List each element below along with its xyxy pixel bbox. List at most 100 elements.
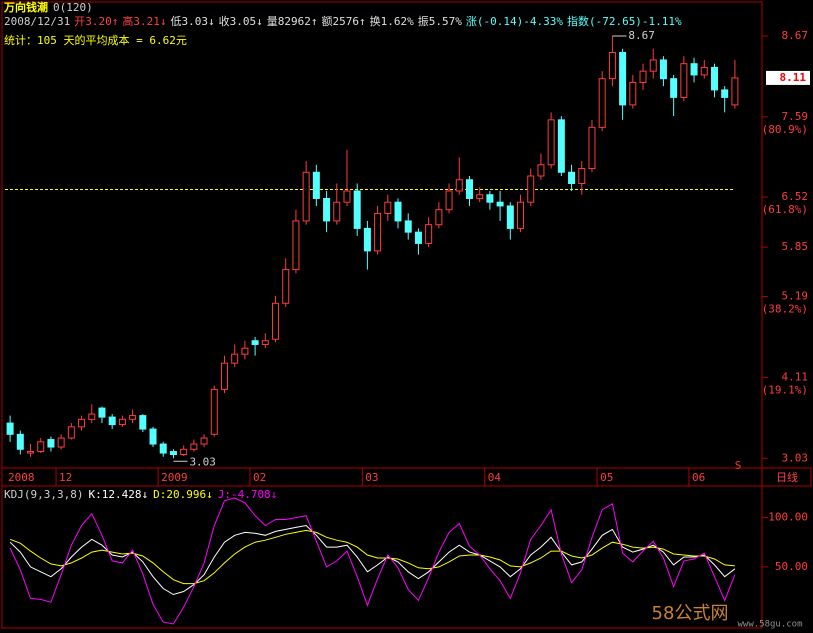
y-tick-label: 3.03 <box>782 451 809 464</box>
candle-body <box>292 220 300 271</box>
price-frame <box>1 1 763 469</box>
fib-label: (38.2%) <box>762 303 808 316</box>
kdj-title: KDJ(9,3,3,8) <box>4 488 84 501</box>
candle-body <box>272 302 280 340</box>
candle-body <box>731 77 739 106</box>
candle-body <box>414 231 422 244</box>
legend-entry: K:12.428↓ <box>88 488 149 501</box>
stock-name: 万向钱潮 <box>4 1 48 14</box>
quote-row: 2008/12/31 开3.20↑ 高3.21↓ 低3.03↓ 收3.05↓ 量82962… <box>4 15 760 29</box>
kdj-line <box>9 529 735 585</box>
candle-body <box>16 433 24 450</box>
stats: 统计：105 天的平均成本 = 6.62元 <box>4 34 187 47</box>
x-tick-label: 05 <box>600 471 613 484</box>
candle-body <box>578 168 586 184</box>
candle-body <box>680 63 688 98</box>
candle-body <box>700 66 708 76</box>
candle-body <box>67 426 75 439</box>
candle-body <box>220 362 228 390</box>
x-tick-label: 04 <box>488 471 502 484</box>
y-tick-label: 5.19 <box>782 290 809 303</box>
x-tick-label: 03 <box>365 471 378 484</box>
stats-row: 统计：105 天的平均成本 = 6.62元 <box>4 34 760 48</box>
candle-body <box>394 201 402 222</box>
candle-body <box>302 171 310 222</box>
last-price-box <box>766 70 810 85</box>
quote-item: 2008/12/31 <box>4 15 71 28</box>
candle-body <box>27 451 35 454</box>
x-tick-label: 06 <box>692 471 705 484</box>
x-tick-label: 2009 <box>161 471 188 484</box>
candle-body <box>251 340 259 345</box>
low-label: 3.03 <box>189 455 216 468</box>
candle-body <box>435 209 443 226</box>
candle-body <box>721 89 729 98</box>
x-tick-label: 2008 <box>8 471 35 484</box>
kdj-line <box>9 497 736 625</box>
fib-label: (80.9%) <box>762 123 808 136</box>
kdj-legend: KDJ(9,3,3,8) K:12.428↓ D:20.996↓ J:-4.708↓ <box>4 488 760 502</box>
candle-body <box>98 407 106 418</box>
period-box <box>761 467 812 487</box>
candle-body <box>37 441 45 453</box>
y-tick-label: 4.11 <box>782 370 809 383</box>
candle-body <box>690 63 698 76</box>
signal: S <box>735 459 742 472</box>
candle-body <box>169 451 177 456</box>
fib-label: (19.1%) <box>762 383 808 396</box>
y-tick-label: 5.85 <box>782 240 809 253</box>
candle-body <box>486 194 494 203</box>
candle-body <box>517 201 525 229</box>
candle-body <box>200 437 208 445</box>
quote-item: 换1.62% <box>369 15 414 28</box>
candle-body <box>47 439 55 448</box>
x-tick-label: 02 <box>253 471 266 484</box>
quote-item: 指数(-72.65)-1.11% <box>566 15 682 28</box>
candle-body <box>323 197 331 222</box>
date-axis-frame <box>1 467 763 487</box>
quote-item: 开3.20↑ <box>74 15 119 28</box>
watermark: 58公式网 <box>652 603 729 624</box>
candle-body <box>557 119 565 173</box>
candle-body <box>241 347 249 355</box>
candle-body <box>159 443 167 454</box>
candle-body <box>333 201 341 222</box>
quote-item: 低3.03↓ <box>170 15 215 28</box>
candle-body <box>139 415 147 430</box>
candle-body <box>343 190 351 203</box>
candle-body <box>598 78 606 128</box>
kdj-frame <box>1 485 763 629</box>
candle-body <box>231 353 239 364</box>
y-tick-label: 50.00 <box>775 560 808 573</box>
period-label: 日线 <box>776 470 798 484</box>
candle-body <box>282 269 290 304</box>
candle-body <box>210 388 218 435</box>
candle-body <box>353 190 361 229</box>
legend-entry: J:-4.708↓ <box>217 488 278 501</box>
legend-entry: D:20.996↓ <box>153 488 213 501</box>
last-price-label: 8.11 <box>780 71 807 84</box>
candle-body <box>108 416 116 426</box>
candle-body <box>619 51 627 106</box>
x-tick-label: 12 <box>59 471 72 484</box>
candle-body <box>312 171 320 199</box>
title-row: 万向钱潮 0(120) <box>4 1 760 15</box>
y-tick-label: 7.59 <box>782 110 809 123</box>
quote-item: 振5.57% <box>417 15 462 28</box>
candle-body <box>588 126 596 170</box>
y-tick-label: 6.52 <box>782 190 809 203</box>
candle-body <box>639 70 647 83</box>
fib-label: (61.8%) <box>762 203 808 216</box>
candle-body <box>506 205 514 229</box>
candle-body <box>88 413 96 420</box>
candle-body <box>465 179 473 199</box>
candle-body <box>527 175 535 203</box>
quote-item: 额2576↑ <box>321 15 366 28</box>
quote-item: 高3.21↓ <box>122 15 167 28</box>
candle-body <box>384 201 392 214</box>
period: 0(120) <box>53 1 93 14</box>
candle-body <box>261 340 269 345</box>
candle-body <box>455 179 463 192</box>
candle-body <box>445 190 453 211</box>
